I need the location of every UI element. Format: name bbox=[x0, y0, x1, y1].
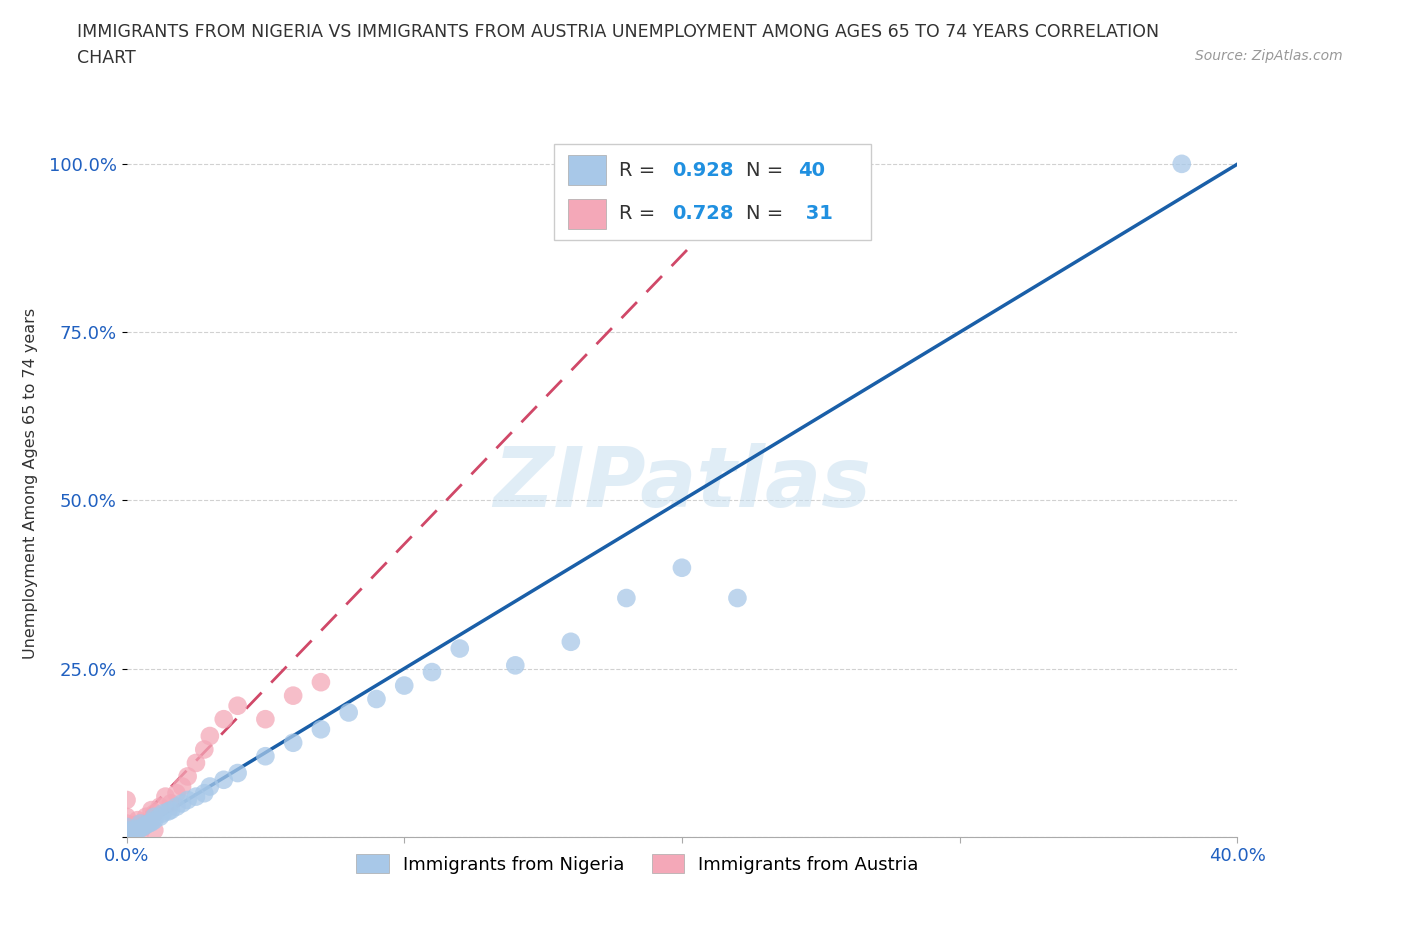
Point bbox=[193, 786, 215, 801]
Point bbox=[143, 806, 166, 821]
FancyBboxPatch shape bbox=[568, 199, 606, 230]
Point bbox=[149, 799, 172, 814]
Point bbox=[198, 728, 221, 743]
Text: Source: ZipAtlas.com: Source: ZipAtlas.com bbox=[1195, 49, 1343, 63]
Point bbox=[127, 823, 149, 838]
Point bbox=[121, 824, 143, 839]
Point bbox=[226, 698, 249, 713]
Point bbox=[254, 711, 277, 726]
Point bbox=[166, 786, 188, 801]
Point bbox=[132, 819, 155, 834]
Text: 31: 31 bbox=[799, 205, 832, 223]
Point bbox=[503, 658, 526, 672]
Point bbox=[149, 809, 172, 824]
Point bbox=[671, 560, 693, 575]
Text: CHART: CHART bbox=[77, 49, 136, 67]
Point bbox=[115, 824, 138, 839]
Point bbox=[138, 815, 160, 830]
Point bbox=[129, 817, 152, 831]
Point bbox=[157, 804, 180, 818]
Point bbox=[141, 815, 163, 830]
Point bbox=[226, 765, 249, 780]
Point bbox=[115, 826, 138, 841]
Point bbox=[115, 809, 138, 824]
Point bbox=[184, 755, 207, 770]
Point bbox=[138, 817, 160, 831]
Point bbox=[727, 591, 749, 605]
FancyBboxPatch shape bbox=[568, 154, 606, 185]
Point bbox=[143, 809, 166, 824]
Point bbox=[449, 641, 471, 656]
Point bbox=[172, 796, 194, 811]
Point bbox=[135, 809, 157, 824]
FancyBboxPatch shape bbox=[554, 144, 870, 240]
Text: 0.928: 0.928 bbox=[672, 161, 734, 179]
Point bbox=[176, 769, 198, 784]
Text: IMMIGRANTS FROM NIGERIA VS IMMIGRANTS FROM AUSTRIA UNEMPLOYMENT AMONG AGES 65 TO: IMMIGRANTS FROM NIGERIA VS IMMIGRANTS FR… bbox=[77, 23, 1160, 41]
Text: R =: R = bbox=[619, 205, 661, 223]
Point bbox=[212, 711, 235, 726]
Point bbox=[155, 790, 177, 804]
Legend: Immigrants from Nigeria, Immigrants from Austria: Immigrants from Nigeria, Immigrants from… bbox=[349, 847, 927, 881]
Point bbox=[212, 772, 235, 787]
Point bbox=[129, 817, 152, 831]
Point bbox=[143, 813, 166, 828]
Point bbox=[309, 722, 332, 737]
Point bbox=[115, 819, 138, 834]
Point bbox=[337, 705, 360, 720]
Point bbox=[124, 821, 146, 836]
Point bbox=[118, 823, 141, 838]
Point bbox=[115, 819, 138, 834]
Point bbox=[166, 799, 188, 814]
Point bbox=[560, 634, 582, 649]
Text: 0.728: 0.728 bbox=[672, 205, 734, 223]
Point bbox=[394, 678, 416, 693]
Point bbox=[143, 823, 166, 838]
Point bbox=[198, 779, 221, 794]
Point bbox=[129, 824, 152, 839]
Point bbox=[115, 817, 138, 831]
Point bbox=[135, 817, 157, 832]
Point bbox=[160, 796, 183, 811]
Text: N =: N = bbox=[747, 205, 790, 223]
Point bbox=[176, 792, 198, 807]
Text: N =: N = bbox=[747, 161, 790, 179]
Point bbox=[160, 803, 183, 817]
Point bbox=[115, 823, 138, 838]
Point bbox=[115, 792, 138, 807]
Point bbox=[152, 806, 174, 821]
Point bbox=[121, 821, 143, 836]
Point bbox=[309, 675, 332, 690]
Point bbox=[184, 790, 207, 804]
Point bbox=[254, 749, 277, 764]
Point bbox=[420, 665, 443, 680]
Point bbox=[124, 817, 146, 832]
Point bbox=[366, 692, 388, 707]
Point bbox=[1170, 156, 1192, 171]
Text: 40: 40 bbox=[799, 161, 825, 179]
Text: ZIPatlas: ZIPatlas bbox=[494, 443, 870, 525]
Point bbox=[614, 591, 637, 605]
Point bbox=[281, 736, 304, 751]
Point bbox=[132, 819, 155, 834]
Point bbox=[193, 742, 215, 757]
Point bbox=[172, 779, 194, 794]
Text: R =: R = bbox=[619, 161, 661, 179]
Y-axis label: Unemployment Among Ages 65 to 74 years: Unemployment Among Ages 65 to 74 years bbox=[22, 308, 38, 659]
Point bbox=[127, 813, 149, 828]
Point bbox=[281, 688, 304, 703]
Point bbox=[129, 821, 152, 836]
Point bbox=[141, 803, 163, 817]
